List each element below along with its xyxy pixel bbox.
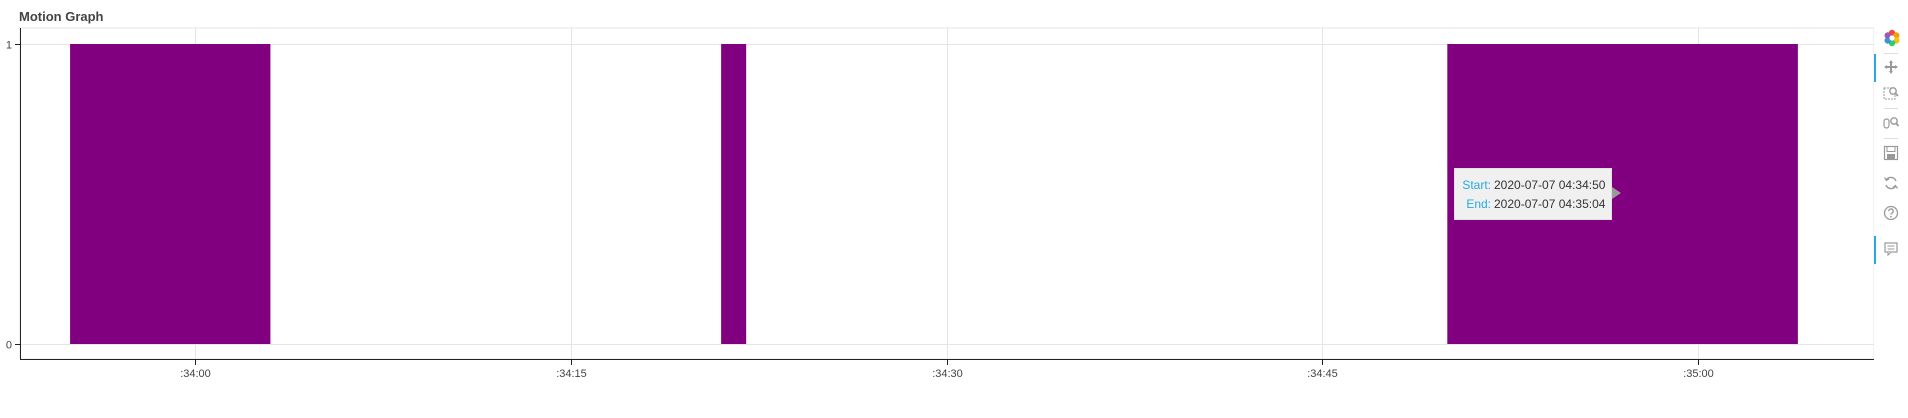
tooltip-end-value: 2020-07-07 04:35:04 bbox=[1494, 197, 1606, 211]
hover-icon bbox=[1884, 242, 1898, 257]
box-zoom-tool-button[interactable] bbox=[1874, 80, 1908, 108]
hover-tooltip: Start: 2020-07-07 04:34:50 End: 2020-07-… bbox=[1454, 168, 1612, 220]
chart-toolbar bbox=[1874, 24, 1908, 284]
motion-interval-bar bbox=[721, 44, 747, 344]
toolbar-separator bbox=[1884, 138, 1898, 139]
toolbar-separator bbox=[1884, 53, 1898, 54]
reset-icon bbox=[1884, 176, 1898, 190]
save-icon bbox=[1883, 145, 1899, 161]
y-tick-label: 0 bbox=[6, 340, 12, 352]
pan-icon bbox=[1884, 60, 1898, 74]
x-tick-label: :34:30 bbox=[932, 368, 963, 380]
tooltip-start-value: 2020-07-07 04:34:50 bbox=[1494, 178, 1606, 192]
reset-tool-button[interactable] bbox=[1874, 170, 1908, 198]
chart-title: Motion Graph bbox=[19, 9, 104, 24]
box-zoom-icon bbox=[1883, 87, 1899, 100]
toolbar-separator bbox=[1884, 108, 1898, 109]
tooltip-end-label: End: bbox=[1466, 197, 1491, 211]
tooltip-arrow bbox=[1612, 187, 1621, 199]
x-tick-label: :34:15 bbox=[556, 368, 587, 380]
bokeh-logo-icon[interactable] bbox=[1874, 24, 1908, 52]
x-tick-label: :34:45 bbox=[1307, 368, 1338, 380]
x-tick-label: :35:00 bbox=[1683, 368, 1714, 380]
hover-tool-button[interactable] bbox=[1874, 236, 1908, 264]
y-tick-label: 1 bbox=[6, 40, 12, 52]
axes: 0 1 :34:00 :34:15 :34:30 :34:45 :35:00 bbox=[6, 28, 1874, 380]
help-tool-button[interactable] bbox=[1874, 200, 1908, 228]
motion-interval-bar bbox=[70, 44, 271, 344]
wheel-zoom-icon bbox=[1883, 117, 1899, 129]
help-icon bbox=[1883, 205, 1899, 221]
wheel-zoom-tool-button[interactable] bbox=[1874, 110, 1908, 138]
save-tool-button[interactable] bbox=[1874, 140, 1908, 168]
tooltip-start-label: Start: bbox=[1462, 178, 1491, 192]
pan-tool-button[interactable] bbox=[1874, 54, 1908, 82]
x-tick-label: :34:00 bbox=[180, 368, 211, 380]
